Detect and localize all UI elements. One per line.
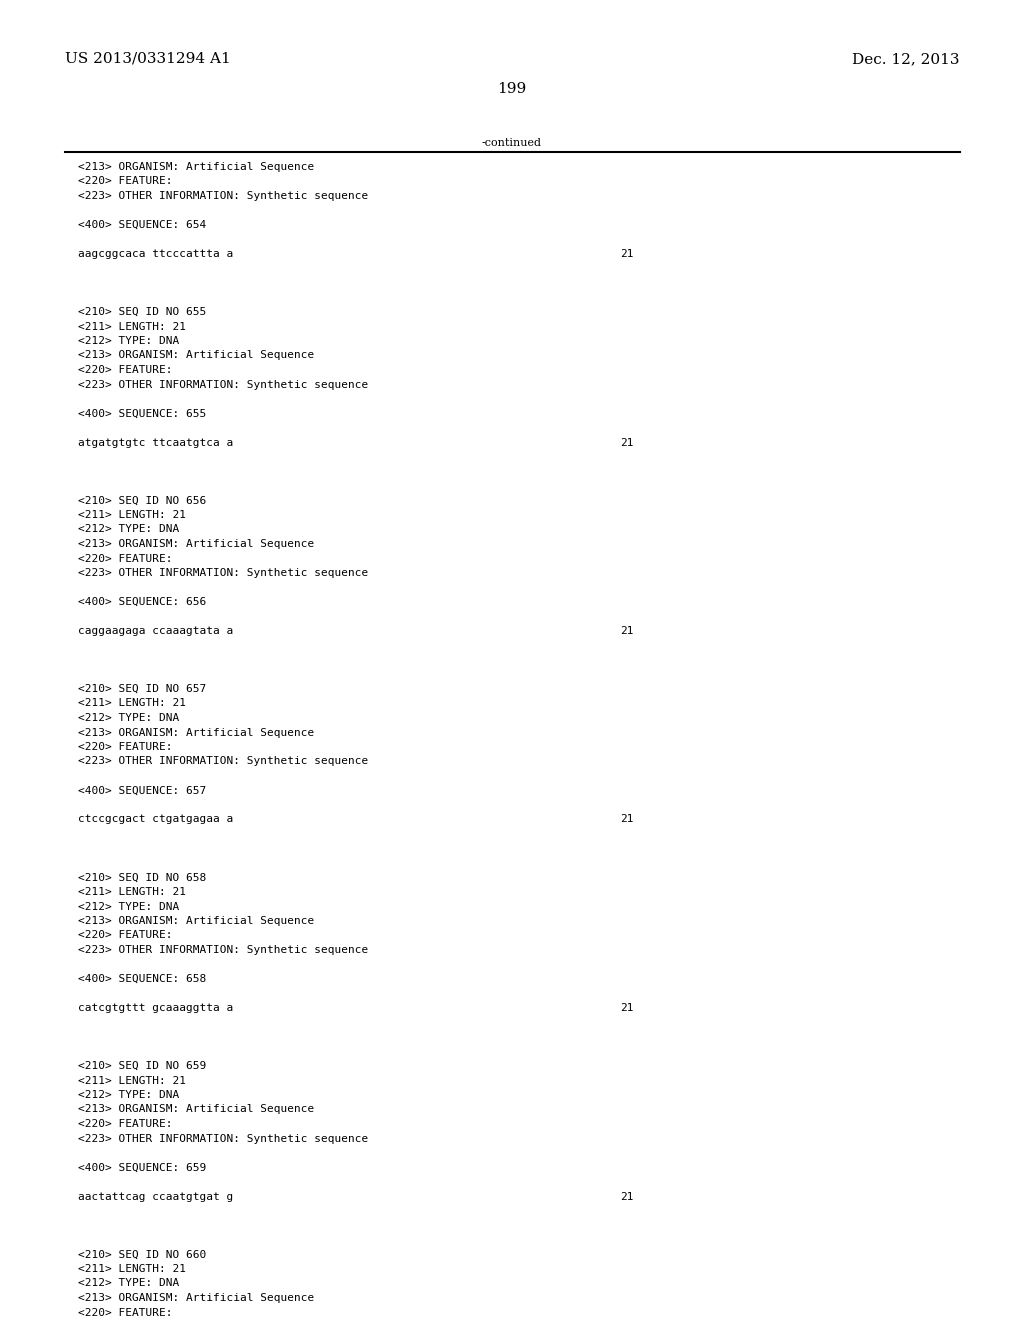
Text: 21: 21 bbox=[620, 437, 634, 447]
Text: 21: 21 bbox=[620, 249, 634, 259]
Text: 21: 21 bbox=[620, 626, 634, 636]
Text: <212> TYPE: DNA: <212> TYPE: DNA bbox=[78, 337, 179, 346]
Text: <400> SEQUENCE: 655: <400> SEQUENCE: 655 bbox=[78, 408, 206, 418]
Text: <223> OTHER INFORMATION: Synthetic sequence: <223> OTHER INFORMATION: Synthetic seque… bbox=[78, 380, 369, 389]
Text: 21: 21 bbox=[620, 1003, 634, 1012]
Text: US 2013/0331294 A1: US 2013/0331294 A1 bbox=[65, 51, 230, 66]
Text: <400> SEQUENCE: 654: <400> SEQUENCE: 654 bbox=[78, 220, 206, 230]
Text: Dec. 12, 2013: Dec. 12, 2013 bbox=[853, 51, 961, 66]
Text: aactattcag ccaatgtgat g: aactattcag ccaatgtgat g bbox=[78, 1192, 233, 1201]
Text: caggaagaga ccaaagtata a: caggaagaga ccaaagtata a bbox=[78, 626, 233, 636]
Text: <212> TYPE: DNA: <212> TYPE: DNA bbox=[78, 524, 179, 535]
Text: 21: 21 bbox=[620, 814, 634, 825]
Text: <223> OTHER INFORMATION: Synthetic sequence: <223> OTHER INFORMATION: Synthetic seque… bbox=[78, 756, 369, 767]
Text: <211> LENGTH: 21: <211> LENGTH: 21 bbox=[78, 698, 186, 709]
Text: <213> ORGANISM: Artificial Sequence: <213> ORGANISM: Artificial Sequence bbox=[78, 916, 314, 927]
Text: <213> ORGANISM: Artificial Sequence: <213> ORGANISM: Artificial Sequence bbox=[78, 162, 314, 172]
Text: <220> FEATURE:: <220> FEATURE: bbox=[78, 931, 172, 940]
Text: 21: 21 bbox=[620, 1192, 634, 1201]
Text: -continued: -continued bbox=[482, 139, 542, 148]
Text: <220> FEATURE:: <220> FEATURE: bbox=[78, 366, 172, 375]
Text: <211> LENGTH: 21: <211> LENGTH: 21 bbox=[78, 322, 186, 331]
Text: <220> FEATURE:: <220> FEATURE: bbox=[78, 177, 172, 186]
Text: <400> SEQUENCE: 657: <400> SEQUENCE: 657 bbox=[78, 785, 206, 796]
Text: <223> OTHER INFORMATION: Synthetic sequence: <223> OTHER INFORMATION: Synthetic seque… bbox=[78, 945, 369, 954]
Text: <210> SEQ ID NO 656: <210> SEQ ID NO 656 bbox=[78, 495, 206, 506]
Text: <213> ORGANISM: Artificial Sequence: <213> ORGANISM: Artificial Sequence bbox=[78, 351, 314, 360]
Text: <220> FEATURE:: <220> FEATURE: bbox=[78, 1119, 172, 1129]
Text: <210> SEQ ID NO 655: <210> SEQ ID NO 655 bbox=[78, 308, 206, 317]
Text: <220> FEATURE:: <220> FEATURE: bbox=[78, 1308, 172, 1317]
Text: catcgtgttt gcaaaggtta a: catcgtgttt gcaaaggtta a bbox=[78, 1003, 233, 1012]
Text: <212> TYPE: DNA: <212> TYPE: DNA bbox=[78, 1279, 179, 1288]
Text: <400> SEQUENCE: 658: <400> SEQUENCE: 658 bbox=[78, 974, 206, 983]
Text: <212> TYPE: DNA: <212> TYPE: DNA bbox=[78, 902, 179, 912]
Text: <213> ORGANISM: Artificial Sequence: <213> ORGANISM: Artificial Sequence bbox=[78, 1294, 314, 1303]
Text: <220> FEATURE:: <220> FEATURE: bbox=[78, 553, 172, 564]
Text: <213> ORGANISM: Artificial Sequence: <213> ORGANISM: Artificial Sequence bbox=[78, 1105, 314, 1114]
Text: <212> TYPE: DNA: <212> TYPE: DNA bbox=[78, 713, 179, 723]
Text: <210> SEQ ID NO 660: <210> SEQ ID NO 660 bbox=[78, 1250, 206, 1259]
Text: <211> LENGTH: 21: <211> LENGTH: 21 bbox=[78, 1076, 186, 1085]
Text: <223> OTHER INFORMATION: Synthetic sequence: <223> OTHER INFORMATION: Synthetic seque… bbox=[78, 568, 369, 578]
Text: <211> LENGTH: 21: <211> LENGTH: 21 bbox=[78, 1265, 186, 1274]
Text: <212> TYPE: DNA: <212> TYPE: DNA bbox=[78, 1090, 179, 1100]
Text: aagcggcaca ttcccattta a: aagcggcaca ttcccattta a bbox=[78, 249, 233, 259]
Text: <220> FEATURE:: <220> FEATURE: bbox=[78, 742, 172, 752]
Text: <400> SEQUENCE: 659: <400> SEQUENCE: 659 bbox=[78, 1163, 206, 1172]
Text: ctccgcgact ctgatgagaa a: ctccgcgact ctgatgagaa a bbox=[78, 814, 233, 825]
Text: 199: 199 bbox=[498, 82, 526, 96]
Text: <223> OTHER INFORMATION: Synthetic sequence: <223> OTHER INFORMATION: Synthetic seque… bbox=[78, 191, 369, 201]
Text: atgatgtgtc ttcaatgtca a: atgatgtgtc ttcaatgtca a bbox=[78, 437, 233, 447]
Text: <223> OTHER INFORMATION: Synthetic sequence: <223> OTHER INFORMATION: Synthetic seque… bbox=[78, 1134, 369, 1143]
Text: <210> SEQ ID NO 657: <210> SEQ ID NO 657 bbox=[78, 684, 206, 694]
Text: <210> SEQ ID NO 659: <210> SEQ ID NO 659 bbox=[78, 1061, 206, 1071]
Text: <400> SEQUENCE: 656: <400> SEQUENCE: 656 bbox=[78, 597, 206, 607]
Text: <211> LENGTH: 21: <211> LENGTH: 21 bbox=[78, 510, 186, 520]
Text: <213> ORGANISM: Artificial Sequence: <213> ORGANISM: Artificial Sequence bbox=[78, 539, 314, 549]
Text: <213> ORGANISM: Artificial Sequence: <213> ORGANISM: Artificial Sequence bbox=[78, 727, 314, 738]
Text: <211> LENGTH: 21: <211> LENGTH: 21 bbox=[78, 887, 186, 898]
Text: <210> SEQ ID NO 658: <210> SEQ ID NO 658 bbox=[78, 873, 206, 883]
